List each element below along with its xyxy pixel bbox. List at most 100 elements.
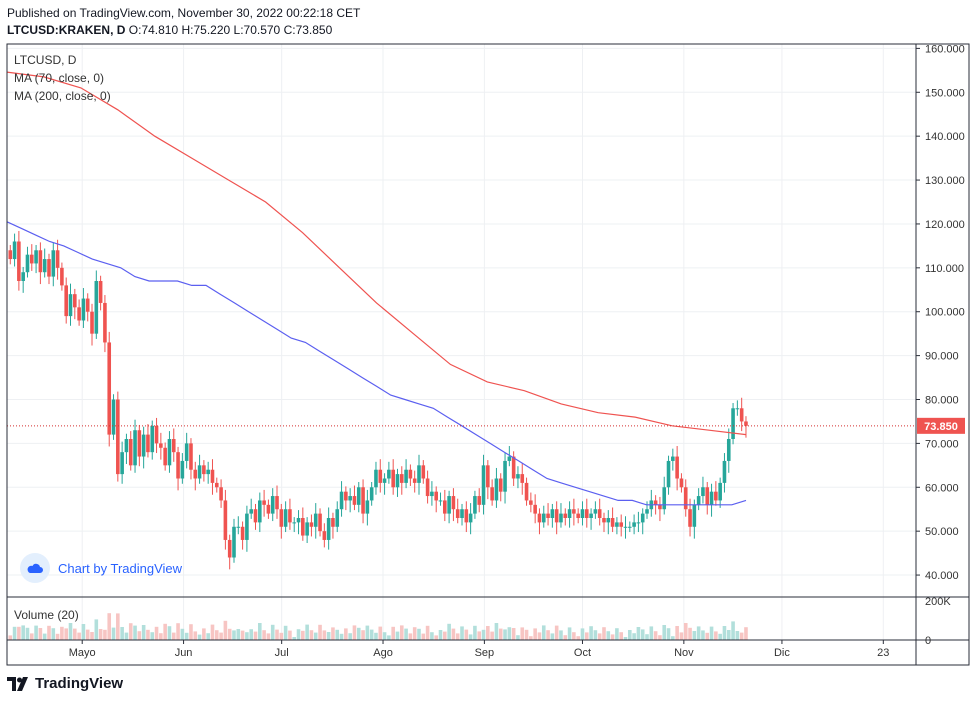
candle-65	[288, 498, 292, 640]
candle-body	[744, 421, 748, 426]
volume-bar	[21, 625, 25, 640]
volume-bar	[382, 632, 387, 640]
volume-bar	[417, 628, 421, 640]
volume-bar	[309, 630, 314, 640]
volume-bar	[653, 631, 658, 640]
candle-9	[47, 253, 51, 640]
volume-bar	[399, 625, 404, 640]
candle-body	[120, 452, 124, 475]
candle-body	[361, 487, 365, 514]
candle-45	[202, 460, 206, 640]
candle-161	[701, 476, 705, 640]
volume-bar	[546, 630, 550, 640]
volume-bar	[77, 632, 81, 640]
volume-bar	[597, 633, 602, 640]
candle-body	[288, 509, 292, 523]
volume-bar	[507, 627, 512, 640]
y-tick-label: 60.000	[925, 482, 959, 494]
volume-bar	[167, 626, 172, 640]
candle-body	[214, 482, 219, 488]
volume-bar	[696, 626, 701, 640]
candle-126	[550, 503, 555, 640]
candle-body	[245, 513, 249, 540]
volume-bar	[296, 629, 301, 640]
volume-bar	[193, 631, 198, 640]
y-tick-label: 120.000	[925, 219, 965, 231]
volume-bar	[666, 628, 671, 640]
candle-18	[85, 293, 90, 640]
candle-body	[425, 478, 430, 497]
candle-130	[567, 501, 572, 640]
candle-body	[473, 496, 477, 514]
volume-bar	[550, 633, 555, 640]
candle-body	[623, 526, 628, 528]
candle-109	[477, 488, 482, 640]
volume-bar	[275, 629, 279, 640]
candle-body	[103, 302, 107, 343]
candle-125	[546, 503, 550, 640]
y-tick-label: 110.000	[925, 263, 964, 275]
volume-bar	[722, 626, 727, 640]
candle-body	[154, 425, 159, 444]
candle-body	[111, 399, 116, 435]
volume-bar	[744, 627, 748, 640]
candle-62	[275, 485, 279, 640]
candle-body	[610, 518, 615, 527]
candle-73	[322, 523, 327, 640]
candle-body	[240, 526, 245, 540]
candle-body	[77, 307, 81, 321]
candle-103	[451, 488, 456, 640]
volume-bar	[718, 633, 722, 640]
candle-body	[42, 259, 47, 273]
x-tick-label: Mayo	[69, 647, 96, 659]
candle-body	[559, 513, 563, 523]
candle-87	[382, 473, 387, 640]
candle-154	[671, 448, 675, 640]
volume-bar	[671, 636, 675, 640]
volume-bar	[593, 630, 598, 640]
volume-bar	[374, 632, 378, 640]
tradingview-brand[interactable]: TradingView	[7, 675, 123, 692]
candle-166	[722, 453, 727, 640]
candle-body	[313, 513, 318, 527]
candle-body	[29, 254, 34, 264]
candle-82	[361, 479, 365, 640]
candle-body	[51, 250, 56, 277]
candle-body	[318, 513, 322, 532]
chart-by-tradingview-watermark[interactable]: Chart by TradingView	[20, 553, 182, 583]
volume-bar	[662, 625, 667, 640]
candle-body	[124, 439, 129, 453]
y-tick-label: 70.000	[925, 438, 959, 450]
candle-12	[60, 262, 64, 640]
volume-bar	[615, 628, 619, 640]
candle-body	[516, 474, 520, 479]
candle-body	[81, 298, 86, 321]
volume-bar	[124, 632, 129, 640]
volume-bar	[128, 623, 133, 640]
candle-165	[718, 477, 722, 640]
candle-body	[404, 469, 408, 483]
volume-bar	[176, 623, 180, 640]
candle-body	[279, 509, 284, 527]
candle-77	[339, 481, 344, 640]
candle-78	[344, 486, 348, 640]
volume-bar	[516, 635, 520, 640]
candle-body	[369, 487, 374, 501]
candle-body	[671, 456, 675, 461]
candle-95	[417, 454, 421, 640]
candle-39	[176, 446, 180, 640]
candle-129	[563, 508, 568, 640]
candle-54	[240, 521, 245, 640]
candle-17	[81, 288, 86, 640]
candle-body	[412, 478, 417, 483]
candle-63	[279, 503, 284, 640]
y-tick-label: 160.000	[925, 43, 965, 55]
candle-body	[679, 478, 684, 488]
volume-bar	[735, 631, 740, 640]
candle-57	[253, 503, 258, 640]
volume-bar	[98, 629, 103, 640]
candle-58	[258, 492, 262, 640]
volume-bar	[529, 636, 533, 640]
volume-bar	[245, 632, 249, 640]
